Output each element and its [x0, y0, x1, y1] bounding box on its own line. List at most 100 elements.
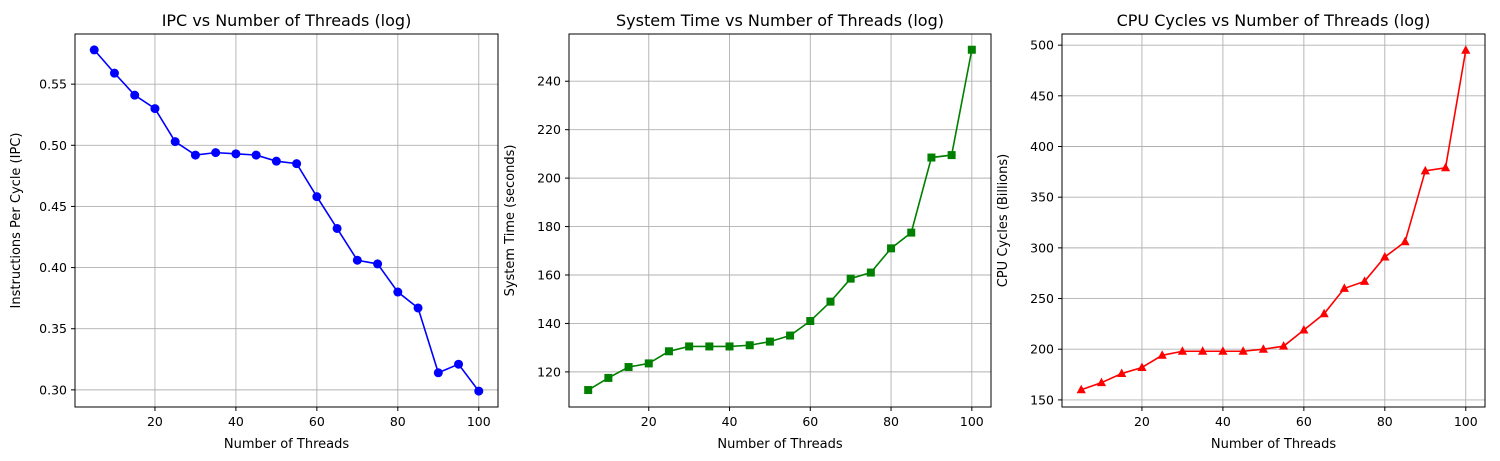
ipc-y-tick-label: 0.55 [39, 77, 67, 92]
system-time-point [765, 337, 774, 346]
ipc-y-tick-label: 0.50 [39, 138, 67, 153]
ipc-y-axis-label: Instructions Per Cycle (IPC) [9, 133, 24, 309]
system-time-point [604, 373, 613, 382]
cpu-cycles-y-tick-label: 300 [1030, 240, 1054, 255]
system-time-point [644, 359, 653, 368]
cpu-cycles-point [1420, 165, 1430, 175]
system-time-x-tick-label: 40 [722, 414, 738, 429]
system-time-x-tick-label: 20 [641, 414, 657, 429]
system-time-x-tick-label: 100 [960, 414, 984, 429]
system-time-point [927, 153, 936, 162]
cpu-cycles-y-axis-label: CPU Cycles (Billions) [996, 154, 1011, 287]
system-time-y-tick-label: 220 [537, 122, 561, 137]
ipc-chart: 20 40 60 80 100 0.30 0.35 0.40 0.45 0.50 0.55 IPC v… [9, 11, 499, 452]
cpu-cycles-x-tick-label: 20 [1134, 414, 1150, 429]
cpu-cycles-y-tick-label: 250 [1030, 291, 1054, 306]
ipc-plot-frame [74, 33, 499, 408]
ipc-point [130, 90, 140, 100]
cpu-cycles-chart-title: CPU Cycles vs Number of Threads (log) [1117, 11, 1431, 30]
ipc-point [373, 259, 383, 269]
system-time-point [806, 317, 815, 326]
system-time-y-tick-label: 200 [537, 171, 561, 186]
ipc-series-line [93, 49, 480, 392]
ipc-point [89, 45, 99, 55]
cpu-cycles-point [1157, 350, 1167, 359]
ipc-x-tick-label: 100 [467, 414, 491, 429]
ipc-point [271, 156, 281, 166]
cpu-cycles-point [1440, 162, 1451, 172]
ipc-point [251, 150, 261, 160]
cpu-cycles-series-line [1080, 50, 1467, 391]
cpu-cycles-point [1279, 341, 1289, 350]
cpu-cycles-point [1238, 346, 1248, 355]
system-time-y-tick-label: 120 [537, 364, 561, 379]
ipc-y-tick-label: 0.45 [39, 199, 67, 214]
system-time-y-tick-label: 240 [537, 74, 561, 89]
system-time-point [664, 347, 673, 356]
cpu-cycles-x-tick-label: 100 [1454, 414, 1478, 429]
cpu-cycles-point [1258, 344, 1268, 353]
cpu-cycles-point [1299, 324, 1309, 334]
cpu-cycles-point [1117, 368, 1127, 378]
system-time-y-tick-label: 180 [537, 219, 561, 234]
system-time-point [745, 341, 754, 350]
ipc-point [413, 303, 423, 313]
ipc-point [211, 148, 221, 158]
ipc-x-tick-label: 80 [390, 414, 406, 429]
system-time-series-line [587, 49, 973, 391]
cpu-cycles-y-tick-label: 400 [1030, 139, 1054, 154]
ipc-point [109, 68, 119, 78]
cpu-cycles-y-tick-label: 200 [1030, 342, 1054, 357]
cpu-cycles-point [1400, 236, 1410, 246]
system-time-y-tick-label: 160 [537, 267, 561, 282]
system-time-chart: 20 40 60 80 100 120 140 160 180 200 220 240 System T… [503, 11, 992, 452]
ipc-y-tick-label: 0.40 [39, 260, 67, 275]
cpu-cycles-point [1198, 346, 1208, 355]
system-time-point [826, 297, 835, 306]
ipc-point [454, 359, 464, 369]
cpu-cycles-x-tick-label: 40 [1215, 414, 1231, 429]
ipc-point [190, 150, 200, 160]
cpu-cycles-point [1339, 283, 1349, 292]
cpu-cycles-y-tick-label: 350 [1030, 190, 1054, 205]
cpu-cycles-y-tick-label: 150 [1030, 392, 1054, 407]
system-time-y-tick-label: 140 [537, 316, 561, 331]
cpu-cycles-point [1461, 45, 1471, 54]
system-time-point [584, 386, 593, 395]
cpu-cycles-plot-frame [1061, 33, 1486, 408]
system-time-y-axis-label: System Time (seconds) [503, 145, 518, 297]
ipc-x-tick-label: 40 [228, 414, 244, 429]
ipc-point [231, 149, 241, 159]
ipc-x-tick-label: 60 [309, 414, 325, 429]
cpu-cycles-x-tick-label: 80 [1377, 414, 1393, 429]
ipc-point [352, 255, 362, 265]
system-time-chart-title: System Time vs Number of Threads (log) [616, 11, 944, 30]
ipc-x-tick-label: 20 [147, 414, 163, 429]
cpu-cycles-point [1380, 251, 1390, 261]
cpu-cycles-point [1096, 377, 1107, 387]
system-time-x-tick-label: 80 [883, 414, 899, 429]
ipc-point [474, 386, 484, 396]
cpu-cycles-point [1137, 362, 1147, 371]
cpu-cycles-point [1359, 276, 1370, 285]
system-time-point [846, 274, 855, 283]
cpu-cycles-point [1218, 346, 1228, 355]
system-time-point [685, 342, 694, 351]
cpu-cycles-point [1076, 384, 1086, 394]
cpu-cycles-x-tick-label: 60 [1296, 414, 1312, 429]
ipc-point [292, 159, 302, 169]
cpu-cycles-y-tick-label: 450 [1030, 88, 1054, 103]
cpu-cycles-chart: 20 40 60 80 100 150 200 250 300 350 400 450 500 CPU C… [996, 11, 1486, 452]
system-time-point [907, 228, 916, 237]
ipc-y-tick-label: 0.30 [39, 382, 67, 397]
system-time-point [866, 268, 875, 277]
ipc-chart-title: IPC vs Number of Threads (log) [162, 11, 412, 30]
ipc-point [312, 192, 322, 202]
ipc-point [150, 104, 160, 114]
cpu-cycles-point [1177, 346, 1188, 355]
system-time-point [967, 45, 976, 54]
ipc-point [433, 368, 443, 378]
system-time-point [705, 342, 714, 351]
system-time-point [947, 151, 956, 160]
